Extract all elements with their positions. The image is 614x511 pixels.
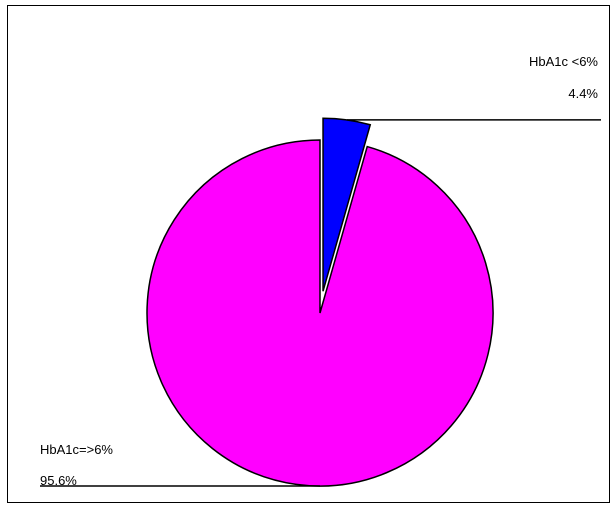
slices-layer <box>146 117 494 487</box>
slice-value-hba1c-below-6: 4.4% <box>568 86 598 101</box>
slice-value-hba1c-6-or-above: 95.6% <box>40 473 77 488</box>
pie-slice-hba1c-below-6 <box>322 117 372 292</box>
slice-label-hba1c-below-6: HbA1c <6% <box>529 54 598 69</box>
leaders-layer <box>40 119 601 487</box>
slice-label-hba1c-6-or-above: HbA1c=>6% <box>40 442 113 457</box>
pie-slice-hba1c-6-or-above <box>146 139 494 487</box>
